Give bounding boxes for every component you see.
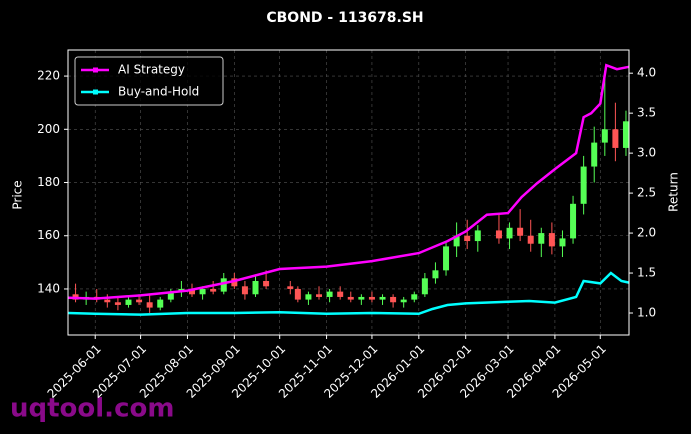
- candle-body: [104, 299, 111, 303]
- return-line: [67, 63, 630, 300]
- candle-body: [517, 227, 524, 236]
- candle-body: [443, 246, 450, 271]
- y2-tick-label: 4.0: [637, 66, 656, 80]
- legend-marker: [93, 67, 98, 73]
- legend-box: [74, 56, 224, 106]
- y2-tick-label: 1.0: [637, 306, 656, 320]
- legend-label: AI Strategy: [118, 63, 185, 77]
- candle-body: [601, 129, 608, 143]
- y2-axis-label: Return: [667, 172, 681, 212]
- candle-body: [146, 302, 153, 308]
- y-tick-label: 220: [37, 69, 60, 83]
- candle-body: [263, 280, 270, 287]
- candle-body: [591, 142, 598, 167]
- candle-body: [538, 233, 545, 244]
- candle-body: [199, 288, 206, 295]
- legend-marker: [93, 89, 98, 95]
- plot-frame: [67, 49, 630, 336]
- candle-body: [326, 291, 333, 297]
- candle-body: [220, 278, 227, 292]
- y2-tick-label: 3.0: [637, 146, 656, 160]
- candle-body: [421, 278, 428, 295]
- candle-body: [231, 278, 238, 287]
- candle-body: [210, 288, 217, 292]
- candle-body: [316, 294, 323, 297]
- candle-body: [612, 129, 619, 148]
- candle-body: [358, 296, 365, 300]
- candle-body: [337, 291, 344, 297]
- candle-body: [506, 227, 513, 239]
- candle-body: [347, 296, 354, 300]
- candle-body: [305, 294, 312, 300]
- legend: AI Strategy Buy-and-Hold: [74, 56, 224, 106]
- candle-body: [252, 280, 259, 295]
- candle-body: [559, 238, 566, 247]
- candle-body: [157, 299, 164, 308]
- candle-body: [241, 286, 248, 295]
- y-tick-label: 200: [37, 122, 60, 136]
- candle-body: [495, 230, 502, 239]
- y-axis-label: Price: [11, 180, 25, 209]
- candle-body: [411, 294, 418, 300]
- watermark: uqtool.com: [10, 394, 174, 424]
- candle-body: [136, 299, 143, 303]
- candle-body: [287, 286, 294, 289]
- candle-body: [464, 235, 471, 242]
- y-tick-label: 140: [37, 281, 60, 295]
- candle-body: [400, 299, 407, 303]
- candle-body: [548, 233, 555, 247]
- candle-body: [474, 230, 481, 242]
- y2-tick-label: 2.0: [637, 226, 656, 240]
- legend-label: Buy-and-Hold: [118, 85, 199, 99]
- candle-body: [379, 296, 386, 300]
- y-tick-label: 180: [37, 175, 60, 189]
- y2-tick-label: 2.5: [637, 186, 656, 200]
- candle-body: [570, 203, 577, 239]
- candle-body: [390, 296, 397, 303]
- y2-tick-label: 3.5: [637, 106, 656, 120]
- candle-body: [188, 288, 195, 295]
- candle-body: [527, 235, 534, 244]
- candle-body: [125, 299, 132, 305]
- chart-title: CBOND - 113678.SH: [266, 10, 423, 26]
- candle-body: [368, 296, 375, 300]
- candle-body: [432, 270, 439, 279]
- return-line: [67, 271, 630, 316]
- candle-body: [294, 288, 301, 300]
- candle-body: [167, 291, 174, 300]
- candle-body: [622, 121, 629, 148]
- candle-body: [453, 235, 460, 247]
- y-tick-label: 160: [37, 228, 60, 242]
- candle-body: [580, 166, 587, 204]
- y2-tick-label: 1.5: [637, 266, 656, 280]
- candle-body: [114, 302, 121, 305]
